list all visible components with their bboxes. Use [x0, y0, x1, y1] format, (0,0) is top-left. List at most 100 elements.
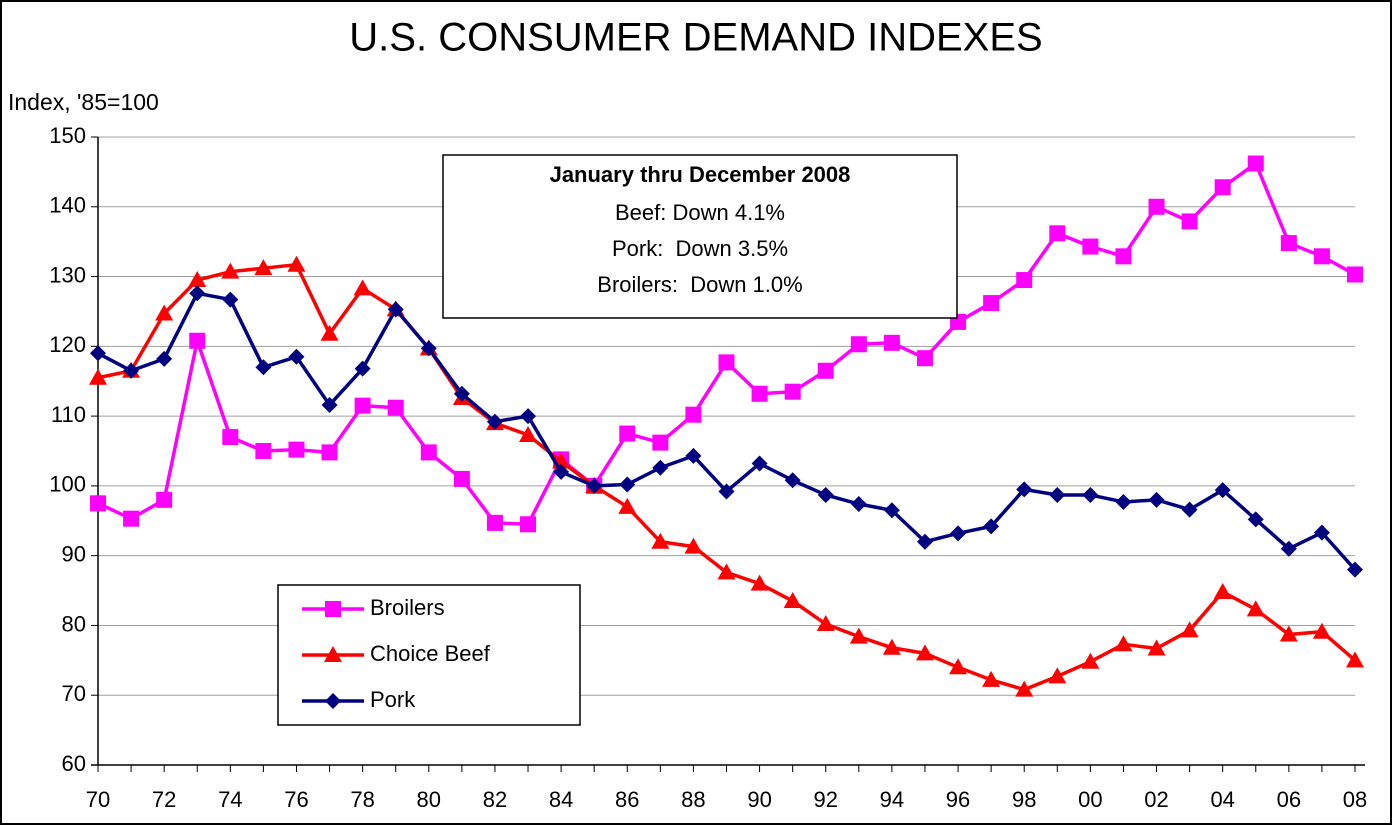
data-point — [882, 638, 901, 655]
x-tick-label: 90 — [747, 787, 771, 812]
data-point — [949, 658, 968, 675]
data-point — [1147, 639, 1166, 656]
data-point — [189, 332, 206, 349]
data-point — [387, 301, 404, 318]
data-point — [156, 350, 173, 367]
legend-label: Broilers — [370, 595, 445, 620]
y-tick-label: 60 — [62, 751, 86, 776]
data-point — [1213, 582, 1232, 599]
data-point — [1347, 561, 1363, 578]
data-point — [915, 644, 934, 661]
legend-label: Choice Beef — [370, 641, 491, 666]
x-tick-label: 08 — [1343, 787, 1367, 812]
y-tick-label: 80 — [62, 611, 86, 636]
annotation-line: Beef: Down 4.1% — [615, 200, 785, 225]
data-point — [685, 406, 702, 423]
y-tick-label: 120 — [49, 332, 86, 357]
data-point — [784, 383, 801, 400]
data-point — [123, 362, 140, 379]
data-point — [486, 514, 503, 531]
data-point — [90, 345, 106, 362]
data-point — [651, 532, 670, 549]
legend-marker — [324, 646, 342, 662]
data-point — [1114, 635, 1133, 652]
x-tick-label: 78 — [350, 787, 374, 812]
data-point — [751, 385, 768, 402]
data-point — [1049, 225, 1066, 242]
data-point — [1279, 625, 1298, 642]
data-point — [254, 259, 273, 276]
y-tick-label: 140 — [49, 193, 86, 218]
data-point — [916, 533, 933, 550]
data-point — [188, 271, 207, 288]
data-point — [486, 413, 503, 430]
data-point — [783, 592, 802, 609]
data-point — [354, 397, 371, 414]
data-point — [816, 615, 835, 632]
x-tick-label: 92 — [813, 787, 837, 812]
data-point — [916, 350, 933, 367]
data-point — [255, 359, 272, 376]
data-point — [353, 279, 372, 296]
data-point — [123, 510, 140, 527]
data-point — [1082, 486, 1099, 503]
data-point — [850, 336, 867, 353]
data-point — [1082, 238, 1099, 255]
data-point — [718, 354, 735, 371]
data-point — [354, 360, 371, 377]
data-point — [619, 425, 636, 442]
y-tick-label: 150 — [49, 123, 86, 148]
data-point — [784, 472, 801, 489]
data-point — [685, 447, 702, 464]
y-tick-label: 90 — [62, 541, 86, 566]
data-point — [1016, 481, 1033, 498]
data-point — [90, 495, 106, 512]
annotation-line: Pork: Down 3.5% — [612, 236, 788, 261]
data-point — [453, 385, 470, 402]
data-point — [89, 368, 107, 385]
data-point — [1016, 272, 1033, 289]
x-tick-label: 00 — [1078, 787, 1102, 812]
data-point — [982, 670, 1001, 687]
data-point — [1312, 622, 1331, 639]
y-tick-label: 70 — [62, 681, 86, 706]
data-point — [1247, 511, 1264, 528]
annotation-title: January thru December 2008 — [550, 162, 851, 187]
chart-title: U.S. CONSUMER DEMAND INDEXES — [349, 16, 1042, 60]
y-axis-label: Index, '85=100 — [8, 89, 159, 115]
data-point — [1280, 235, 1297, 252]
x-tick-label: 84 — [549, 787, 573, 812]
y-tick-label: 100 — [49, 472, 86, 497]
legend-marker — [325, 601, 341, 617]
x-tick-label: 82 — [483, 787, 507, 812]
data-point — [156, 491, 173, 508]
data-point — [520, 516, 537, 533]
data-point — [453, 470, 470, 487]
data-point — [718, 483, 735, 500]
data-point — [850, 496, 867, 513]
data-point — [1081, 652, 1100, 669]
y-tick-label: 130 — [49, 262, 86, 287]
annotation-line: Broilers: Down 1.0% — [597, 272, 802, 297]
data-point — [1280, 540, 1297, 557]
data-point — [1346, 651, 1364, 668]
data-point — [1049, 486, 1066, 503]
data-point — [255, 443, 272, 459]
x-tick-label: 98 — [1012, 787, 1036, 812]
data-point — [618, 497, 637, 514]
data-point — [1115, 493, 1132, 510]
annotation-box — [442, 154, 958, 319]
data-point — [420, 444, 437, 461]
data-point — [684, 537, 703, 554]
x-tick-label: 06 — [1277, 787, 1301, 812]
x-tick-label: 80 — [417, 787, 441, 812]
legend-marker — [325, 693, 341, 709]
data-point — [586, 477, 603, 494]
data-point — [1246, 600, 1265, 617]
x-tick-label: 02 — [1144, 787, 1168, 812]
data-point — [817, 362, 834, 379]
data-point — [222, 429, 239, 446]
data-point — [1148, 198, 1165, 215]
x-tick-label: 86 — [615, 787, 639, 812]
data-point — [1181, 213, 1198, 230]
